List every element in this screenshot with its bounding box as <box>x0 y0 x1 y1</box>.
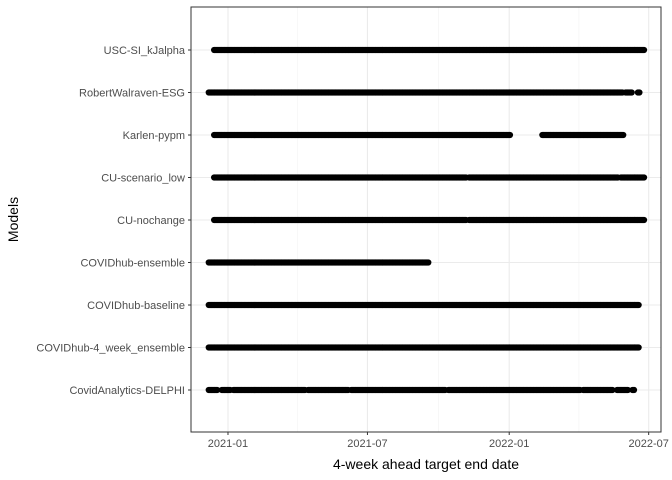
data-points <box>205 46 648 394</box>
y-tick-label: CovidAnalytics-DELPHI <box>69 385 185 397</box>
y-tick-label: COVIDhub-baseline <box>87 300 185 312</box>
data-point <box>609 386 616 394</box>
y-tick-label: RobertWalraven-ESG <box>79 88 185 100</box>
x-tick-label: 2021-01 <box>208 438 248 450</box>
data-point <box>628 89 635 96</box>
data-point <box>624 386 631 394</box>
data-point <box>635 301 642 309</box>
x-tick-label: 2022-07 <box>628 438 668 450</box>
y-tick-label: COVIDhub-4_week_ensemble <box>36 343 185 355</box>
data-point <box>640 46 648 54</box>
data-point <box>506 131 514 139</box>
x-axis: 2021-01 2021-07 2022-01 2022-07 <box>208 432 669 450</box>
y-axis-title: Models <box>5 197 21 242</box>
data-point <box>635 344 642 351</box>
y-tick-label: Karlen-pypm <box>123 130 185 142</box>
x-tick-label: 2021-07 <box>347 438 387 450</box>
y-tick-label: COVIDhub-ensemble <box>80 258 185 270</box>
data-point <box>640 216 648 224</box>
data-point <box>630 386 638 394</box>
y-tick-label: USC-SI_kJalpha <box>104 45 186 57</box>
data-point <box>620 131 627 139</box>
data-point <box>214 386 221 394</box>
y-axis: CovidAnalytics-DELPHI COVIDhub-4_week_ens… <box>36 45 191 397</box>
data-point <box>425 259 432 266</box>
x-axis-title: 4-week ahead target end date <box>333 456 519 472</box>
y-tick-label: CU-scenario_low <box>101 173 185 185</box>
x-tick-label: 2022-01 <box>489 438 529 450</box>
data-point <box>636 89 643 96</box>
y-tick-label: CU-nochange <box>117 215 185 227</box>
data-point <box>640 174 648 181</box>
